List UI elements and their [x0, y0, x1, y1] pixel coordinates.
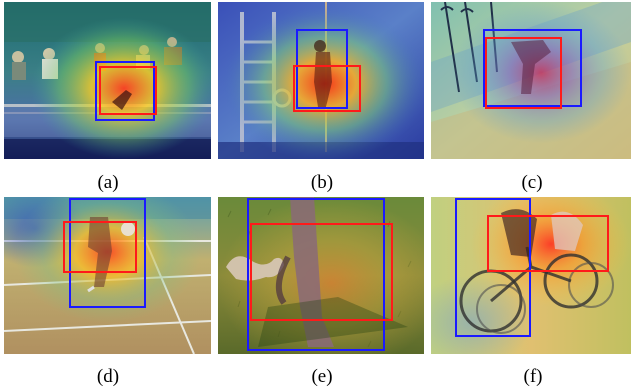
caption-c: (c) — [521, 172, 543, 193]
caption-b: (b) — [310, 172, 334, 193]
caption-a: (a) — [97, 172, 119, 193]
caption-e: (e) — [311, 366, 333, 387]
panel-e-image — [218, 197, 424, 354]
caption-d: (d) — [96, 366, 120, 387]
panel-d-image — [4, 197, 211, 354]
panel-a-image — [4, 2, 211, 159]
caption-f: (f) — [523, 366, 543, 387]
panel-b-image — [218, 2, 424, 159]
panel-f-image — [431, 197, 631, 354]
panel-c-image — [431, 2, 631, 159]
